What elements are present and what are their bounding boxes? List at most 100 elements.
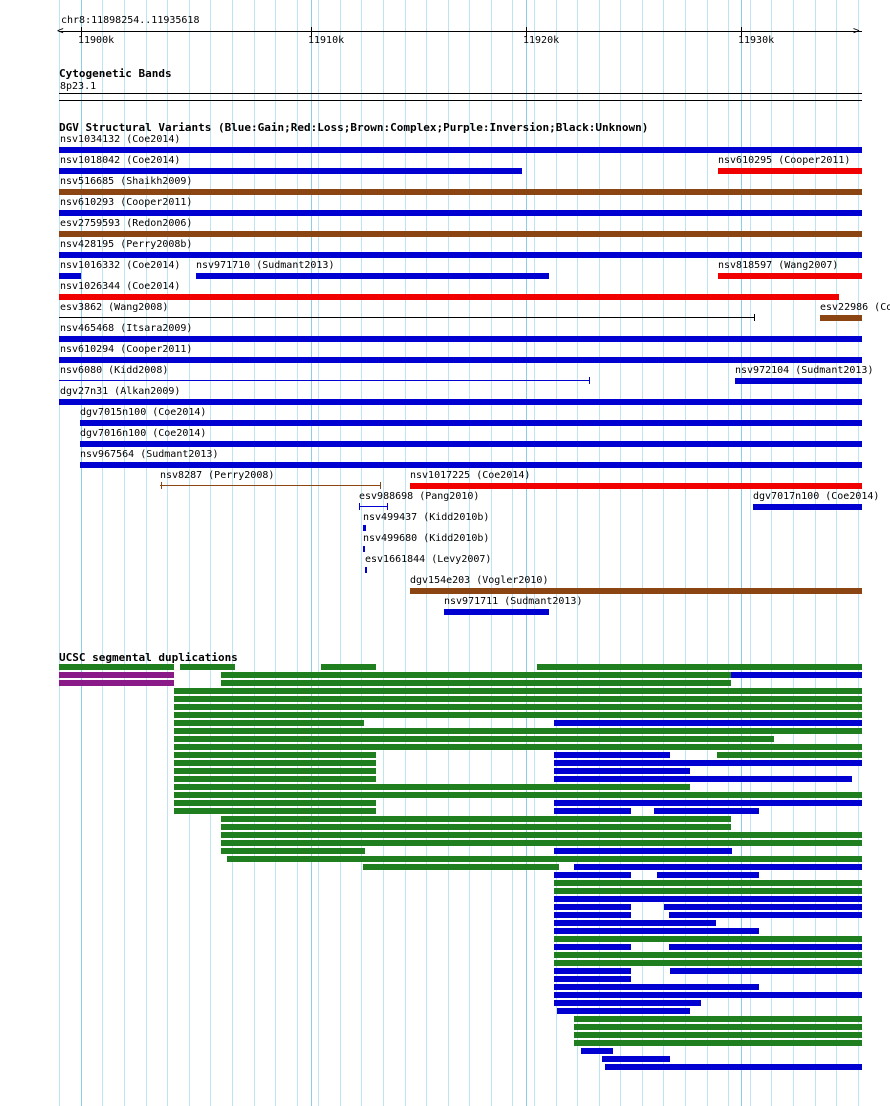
segdup-feature[interactable] xyxy=(554,952,862,958)
dgv-feature-bar[interactable] xyxy=(59,336,862,342)
segdup-feature[interactable] xyxy=(654,808,759,814)
segdup-feature[interactable] xyxy=(59,680,174,686)
dgv-feature-bar[interactable] xyxy=(59,294,839,300)
segdup-feature[interactable] xyxy=(174,720,364,726)
segdup-feature[interactable] xyxy=(657,872,759,878)
segdup-feature[interactable] xyxy=(554,808,631,814)
segdup-feature[interactable] xyxy=(574,1016,862,1022)
dgv-feature-label[interactable]: dgv7016n100 (Coe2014) xyxy=(80,428,207,439)
segdup-feature[interactable] xyxy=(174,696,862,702)
dgv-feature-label[interactable]: dgv154e203 (Vogler2010) xyxy=(410,575,549,586)
dgv-feature-bar[interactable] xyxy=(820,315,862,321)
segdup-feature[interactable] xyxy=(554,936,862,942)
segdup-feature[interactable] xyxy=(554,992,862,998)
dgv-feature-label[interactable]: nsv971710 (Sudmant2013) xyxy=(196,260,335,271)
segdup-feature[interactable] xyxy=(669,912,862,918)
dgv-feature-bar[interactable] xyxy=(363,525,366,531)
segdup-feature[interactable] xyxy=(602,1056,670,1062)
dgv-feature-bar[interactable] xyxy=(59,147,862,153)
segdup-feature[interactable] xyxy=(554,888,862,894)
dgv-feature-bar[interactable] xyxy=(59,210,862,216)
segdup-feature[interactable] xyxy=(221,816,731,822)
dgv-feature-label[interactable]: nsv516685 (Shaikh2009) xyxy=(60,176,193,187)
dgv-feature-label[interactable]: nsv1018042 (Coe2014) xyxy=(60,155,181,166)
dgv-feature-bar[interactable] xyxy=(718,273,862,279)
segdup-feature[interactable] xyxy=(221,680,731,686)
segdup-feature[interactable] xyxy=(554,912,631,918)
dgv-feature-line[interactable] xyxy=(359,506,388,507)
segdup-feature[interactable] xyxy=(174,744,862,750)
dgv-feature-bar[interactable] xyxy=(80,420,862,426)
dgv-feature-label[interactable]: dgv7015n100 (Coe2014) xyxy=(80,407,207,418)
dgv-feature-label[interactable]: nsv971711 (Sudmant2013) xyxy=(444,596,583,607)
dgv-feature-line[interactable] xyxy=(59,380,590,381)
segdup-feature[interactable] xyxy=(554,968,631,974)
segdup-feature[interactable] xyxy=(554,776,852,782)
dgv-feature-label[interactable]: nsv465468 (Itsara2009) xyxy=(60,323,193,334)
segdup-feature[interactable] xyxy=(174,808,376,814)
segdup-feature[interactable] xyxy=(221,672,731,678)
dgv-feature-label[interactable]: esv988698 (Pang2010) xyxy=(359,491,480,502)
segdup-feature[interactable] xyxy=(574,1032,862,1038)
dgv-feature-label[interactable]: esv2759593 (Redon2006) xyxy=(60,218,193,229)
segdup-feature[interactable] xyxy=(554,920,716,926)
dgv-feature-bar[interactable] xyxy=(80,462,862,468)
segdup-feature[interactable] xyxy=(554,848,732,854)
dgv-feature-label[interactable]: nsv972104 (Sudmant2013) xyxy=(735,365,874,376)
dgv-feature-label[interactable]: dgv7017n100 (Coe2014) xyxy=(753,491,880,502)
dgv-feature-bar[interactable] xyxy=(59,189,862,195)
segdup-feature[interactable] xyxy=(669,944,862,950)
dgv-feature-bar[interactable] xyxy=(363,546,365,552)
dgv-feature-label[interactable]: dgv27n31 (Alkan2009) xyxy=(60,386,181,397)
segdup-feature[interactable] xyxy=(554,960,862,966)
segdup-feature[interactable] xyxy=(557,1008,690,1014)
segdup-feature[interactable] xyxy=(554,1000,701,1006)
segdup-feature[interactable] xyxy=(221,840,862,846)
dgv-feature-bar[interactable] xyxy=(59,231,862,237)
segdup-feature[interactable] xyxy=(180,664,235,670)
segdup-feature[interactable] xyxy=(554,984,759,990)
dgv-feature-bar[interactable] xyxy=(59,399,862,405)
dgv-feature-line[interactable] xyxy=(160,485,380,486)
dgv-feature-label[interactable]: nsv8287 (Perry2008) xyxy=(160,470,275,481)
segdup-feature[interactable] xyxy=(174,736,774,742)
segdup-feature[interactable] xyxy=(174,792,862,798)
dgv-feature-bar[interactable] xyxy=(410,588,862,594)
segdup-feature[interactable] xyxy=(581,1048,613,1054)
segdup-feature[interactable] xyxy=(554,760,862,766)
segdup-feature[interactable] xyxy=(554,928,759,934)
dgv-feature-label[interactable]: nsv967564 (Sudmant2013) xyxy=(80,449,219,460)
segdup-feature[interactable] xyxy=(221,832,862,838)
dgv-feature-label[interactable]: nsv610293 (Cooper2011) xyxy=(60,197,193,208)
segdup-feature[interactable] xyxy=(554,976,631,982)
dgv-feature-label[interactable]: nsv1034132 (Coe2014) xyxy=(60,134,181,145)
segdup-feature[interactable] xyxy=(605,1064,862,1070)
dgv-feature-bar[interactable] xyxy=(718,168,862,174)
segdup-feature[interactable] xyxy=(554,800,862,806)
dgv-feature-bar[interactable] xyxy=(365,567,367,573)
segdup-feature[interactable] xyxy=(574,1040,862,1046)
segdup-feature[interactable] xyxy=(554,768,690,774)
dgv-feature-bar[interactable] xyxy=(410,483,862,489)
segdup-feature[interactable] xyxy=(731,672,862,678)
segdup-feature[interactable] xyxy=(554,880,862,886)
segdup-feature[interactable] xyxy=(174,712,862,718)
dgv-feature-label[interactable]: nsv428195 (Perry2008b) xyxy=(60,239,193,250)
dgv-feature-bar[interactable] xyxy=(59,357,862,363)
segdup-feature[interactable] xyxy=(554,720,862,726)
segdup-feature[interactable] xyxy=(221,824,731,830)
segdup-feature[interactable] xyxy=(174,800,376,806)
segdup-feature[interactable] xyxy=(221,848,365,854)
dgv-feature-bar[interactable] xyxy=(59,168,522,174)
segdup-feature[interactable] xyxy=(554,872,631,878)
dgv-feature-line[interactable] xyxy=(59,317,754,318)
segdup-feature[interactable] xyxy=(227,856,862,862)
segdup-feature[interactable] xyxy=(574,864,862,870)
dgv-feature-bar[interactable] xyxy=(59,273,81,279)
segdup-feature[interactable] xyxy=(174,768,376,774)
dgv-feature-bar[interactable] xyxy=(444,609,549,615)
segdup-feature[interactable] xyxy=(554,752,670,758)
segdup-feature[interactable] xyxy=(174,776,376,782)
segdup-feature[interactable] xyxy=(174,784,690,790)
segdup-feature[interactable] xyxy=(554,904,631,910)
